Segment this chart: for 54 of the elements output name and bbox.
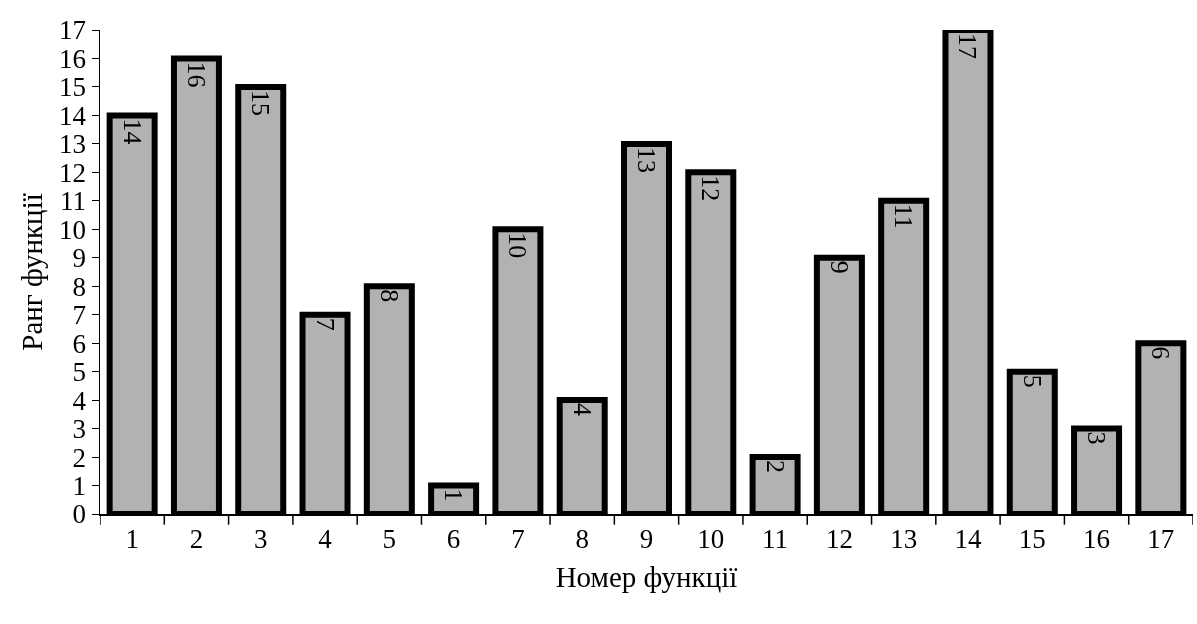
- y-tick-label: 2: [72, 442, 87, 473]
- data-label: 10: [503, 232, 533, 259]
- y-tick-label: 17: [59, 15, 87, 46]
- data-label: 15: [246, 89, 276, 116]
- y-tick-label: 0: [72, 499, 87, 530]
- y-tick-label: 3: [72, 414, 87, 445]
- x-tick-label: 1: [125, 523, 139, 554]
- data-label: 14: [117, 118, 147, 145]
- data-label: 6: [1146, 346, 1176, 360]
- y-tick-label: 16: [59, 43, 87, 74]
- data-label: 9: [824, 260, 854, 274]
- x-tick-label: 15: [1018, 523, 1046, 554]
- x-tick-label: 17: [1147, 523, 1175, 554]
- y-tick-label: 10: [59, 214, 87, 245]
- data-label: 2: [760, 460, 790, 474]
- data-label: 5: [1017, 374, 1047, 388]
- y-tick-label: 1: [72, 470, 87, 501]
- y-tick-label: 11: [60, 186, 87, 217]
- x-tick-label: 5: [382, 523, 397, 554]
- x-tick-label: 8: [575, 523, 589, 554]
- y-tick-label: 4: [72, 385, 87, 416]
- y-tick-label: 8: [72, 271, 87, 302]
- x-axis-title: Номер функції: [555, 561, 738, 594]
- x-tick-label: 9: [639, 523, 654, 554]
- x-tick-label: 4: [318, 523, 333, 554]
- y-tick-label: 12: [59, 157, 87, 188]
- y-tick-label: 15: [59, 72, 87, 103]
- data-label: 17: [953, 33, 983, 59]
- x-tick-label: 2: [189, 523, 204, 554]
- y-tick-label: 5: [72, 357, 87, 388]
- data-label: 12: [696, 175, 726, 202]
- x-tick-label: 16: [1083, 523, 1111, 554]
- data-label: 7: [310, 317, 340, 331]
- data-label: 16: [181, 61, 211, 88]
- y-tick-label: 7: [72, 300, 87, 331]
- x-tick-label: 14: [954, 523, 982, 554]
- data-label: 4: [567, 403, 597, 417]
- data-label: 3: [1082, 431, 1112, 445]
- y-tick-label: 6: [72, 328, 87, 359]
- y-tick-label: 14: [59, 100, 87, 131]
- x-tick-label: 3: [253, 523, 268, 554]
- x-tick-label: 7: [511, 523, 525, 554]
- y-tick-label: 9: [72, 243, 87, 274]
- x-tick-label: 6: [446, 523, 461, 554]
- x-tick-label: 11: [762, 523, 789, 554]
- data-label: 1: [439, 488, 469, 502]
- x-tick-label: 10: [697, 523, 725, 554]
- y-axis-title: Ранг функції: [15, 193, 48, 351]
- data-label: 11: [889, 203, 919, 229]
- data-label: 13: [632, 146, 661, 173]
- x-tick-label: 12: [825, 523, 853, 554]
- y-tick-label: 13: [59, 129, 87, 160]
- data-label: 8: [374, 289, 404, 303]
- x-tick-label: 13: [890, 523, 918, 554]
